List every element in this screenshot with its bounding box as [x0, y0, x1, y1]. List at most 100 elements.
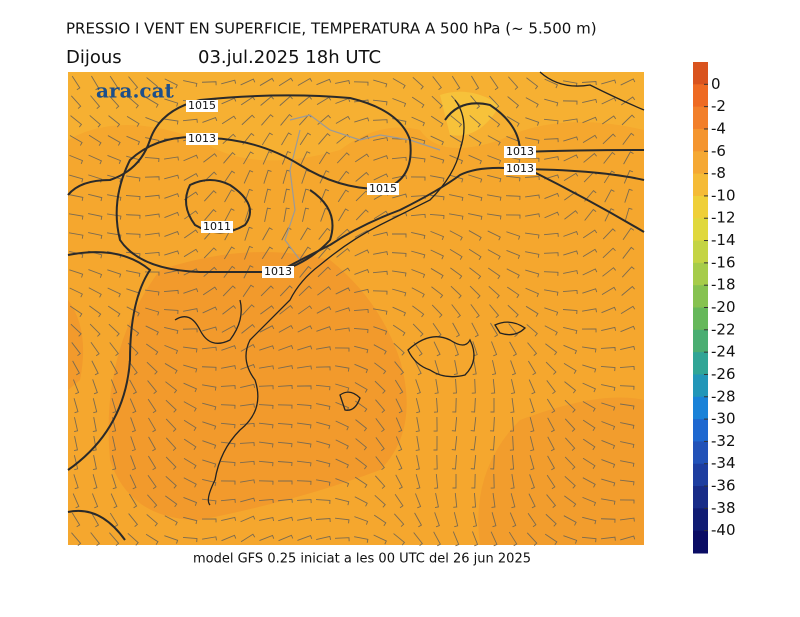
wind-barb	[335, 478, 350, 487]
wind-barb	[335, 287, 351, 295]
wind-barb	[129, 398, 137, 414]
wind-barb	[111, 436, 117, 452]
wind-barb	[183, 516, 198, 525]
wind-barb	[297, 422, 312, 429]
wind-barb	[544, 289, 559, 296]
wind-barb	[144, 251, 160, 256]
wind-barb	[278, 77, 294, 87]
wind-barb	[183, 438, 197, 451]
colorbar-label: -24	[711, 343, 736, 361]
wind-barb	[259, 77, 275, 86]
wind-barb	[337, 189, 349, 203]
wind-barb	[183, 229, 199, 239]
wind-barb	[204, 209, 217, 221]
wind-barb	[545, 513, 557, 527]
wind-barb	[564, 456, 576, 470]
wind-barb	[129, 493, 138, 509]
wind-barb	[393, 533, 406, 546]
wind-barb	[88, 287, 102, 298]
wind-barb	[221, 325, 237, 333]
wind-barb	[202, 459, 217, 468]
wind-barb	[278, 324, 294, 333]
wind-barb	[564, 381, 577, 394]
wind-barb	[241, 324, 256, 334]
wind-barb	[546, 474, 556, 490]
wind-barb	[564, 495, 577, 508]
wind-barb	[354, 345, 369, 354]
wind-barb	[488, 286, 500, 299]
wind-barb	[415, 474, 421, 490]
wind-barb	[353, 308, 369, 313]
isobar-label-box	[186, 133, 218, 145]
wind-barb	[490, 397, 495, 413]
wind-barb	[239, 422, 255, 427]
wind-barb	[449, 174, 464, 183]
wind-barb	[582, 98, 598, 104]
colorbar-label: -26	[711, 365, 736, 383]
wind-barb	[431, 304, 443, 318]
wind-barb	[509, 512, 517, 528]
isobar-label-box	[262, 266, 294, 278]
wind-barb	[547, 436, 555, 452]
colorbar-label: -32	[711, 432, 736, 450]
colorbar-segment	[693, 106, 708, 130]
wind-barb	[240, 479, 255, 484]
wind-barb	[374, 362, 387, 375]
wind-barb	[278, 365, 293, 370]
wind-barb	[301, 169, 310, 184]
wind-barb	[127, 342, 139, 356]
wind-barb	[434, 493, 439, 509]
wind-barb	[183, 382, 198, 393]
wind-barb	[296, 480, 312, 485]
wind-barb	[279, 285, 293, 297]
wind-barb	[562, 289, 578, 294]
colorbar-segment	[693, 419, 708, 442]
wind-barb	[375, 456, 385, 471]
wind-barb	[164, 250, 180, 256]
wind-barb	[488, 115, 501, 128]
colorbar-segment	[693, 441, 708, 465]
wind-barb	[70, 115, 83, 128]
wind-barb	[601, 421, 616, 430]
wind-barb	[489, 304, 500, 318]
wind-barb	[165, 399, 177, 413]
wind-barb	[395, 474, 403, 490]
wind-barb	[604, 208, 615, 222]
wind-barb	[127, 96, 139, 109]
wind-barb	[92, 379, 98, 395]
wind-barb	[318, 227, 331, 240]
wind-barb	[354, 382, 368, 393]
isobar-label: 1013	[264, 265, 292, 278]
wind-barb	[202, 440, 217, 449]
colorbar-label: -28	[711, 387, 736, 405]
wind-barb	[525, 213, 540, 218]
wind-barb	[434, 360, 440, 376]
wind-barb	[125, 195, 141, 201]
wind-barb	[544, 211, 560, 219]
wind-barb	[183, 308, 198, 313]
wind-barb	[296, 499, 312, 504]
wind-barb	[302, 207, 310, 222]
wind-barb	[488, 95, 500, 109]
wind-barb	[430, 268, 444, 279]
title: PRESSIO I VENT EN SUPERFICIE, TEMPERATUR…	[66, 20, 597, 38]
colorbar-segment	[693, 307, 708, 331]
colorbar-segment	[693, 396, 708, 420]
wind-barb	[296, 404, 312, 410]
wind-barb	[431, 286, 444, 299]
wind-barb	[434, 379, 439, 394]
colorbar-label: -18	[711, 276, 736, 294]
colorbar-label: -8	[711, 164, 726, 182]
colorbar-segment	[693, 128, 708, 152]
wind-barb	[582, 516, 597, 525]
wind-barb	[92, 455, 97, 470]
wind-barb	[203, 153, 218, 163]
isobar-label-box	[504, 146, 536, 158]
wind-barb	[582, 364, 597, 373]
wind-barb	[451, 435, 458, 451]
wind-barb	[624, 188, 633, 203]
wind-barb	[165, 476, 177, 489]
wind-barb	[528, 493, 536, 509]
isobar	[185, 179, 251, 234]
